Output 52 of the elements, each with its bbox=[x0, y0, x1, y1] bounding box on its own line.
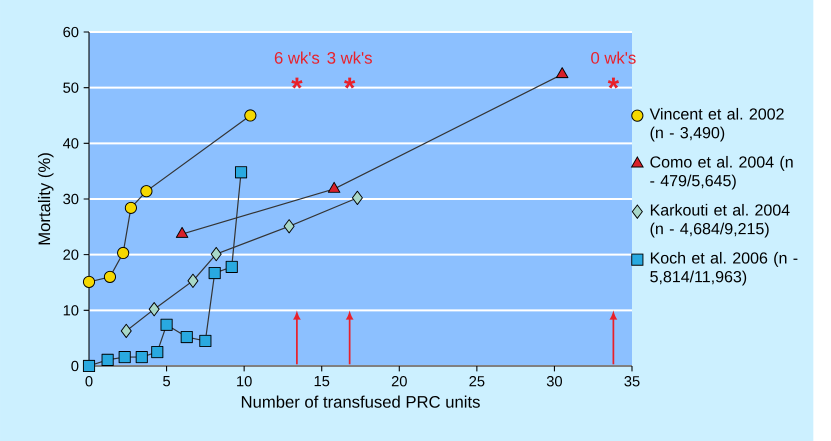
point bbox=[208, 266, 221, 280]
point bbox=[244, 109, 256, 122]
point bbox=[117, 246, 130, 260]
point bbox=[160, 318, 173, 331]
y-axis-title: Mortality (%) bbox=[38, 153, 54, 244]
point bbox=[148, 302, 160, 316]
point bbox=[284, 219, 295, 234]
y-tick-label: 50 bbox=[63, 82, 78, 93]
x-tick-label: 0 bbox=[85, 376, 92, 386]
point bbox=[151, 346, 164, 358]
x-tick-label: 5 bbox=[163, 376, 170, 386]
point bbox=[556, 67, 568, 78]
point bbox=[187, 274, 198, 288]
annotation: * bbox=[344, 78, 356, 88]
point bbox=[120, 324, 132, 338]
point bbox=[82, 276, 96, 288]
x-tick-label: 35 bbox=[624, 376, 640, 386]
y-tick-label: 20 bbox=[63, 249, 78, 260]
point bbox=[104, 270, 116, 283]
point bbox=[234, 166, 248, 178]
point bbox=[328, 182, 340, 193]
y-tick-label: 0 bbox=[71, 360, 78, 372]
point bbox=[102, 354, 114, 366]
ref-line-label: 0 wk's bbox=[591, 52, 636, 64]
point bbox=[124, 202, 137, 214]
point bbox=[226, 260, 238, 273]
x-tick-label: 20 bbox=[392, 376, 407, 386]
x-tick-label: 30 bbox=[546, 376, 562, 386]
x-tick-label: 10 bbox=[237, 376, 252, 386]
point bbox=[352, 190, 363, 206]
point bbox=[199, 334, 212, 348]
annotation: * bbox=[291, 78, 303, 88]
point bbox=[82, 360, 96, 372]
x-axis-title: Number of transfused PRC units bbox=[242, 396, 480, 408]
ref-line-label: 6 wk's bbox=[274, 52, 320, 64]
point bbox=[118, 351, 131, 364]
y-tick-label: 30 bbox=[63, 194, 78, 204]
ref-line-label: 3 wk's bbox=[327, 52, 372, 64]
point bbox=[140, 185, 152, 198]
point bbox=[210, 246, 222, 262]
x-tick-label: 25 bbox=[469, 376, 484, 386]
annotation: * bbox=[608, 78, 620, 88]
y-tick-label: 60 bbox=[63, 26, 78, 38]
y-tick-label: 40 bbox=[62, 138, 78, 149]
point bbox=[136, 351, 148, 364]
y-tick-label: 10 bbox=[64, 305, 78, 316]
legend-label: Karkouti et al. 2004 (n - 4,684/9,215) bbox=[650, 204, 790, 238]
legend-label: Como et al. 2004 (n - 479/5,645) bbox=[650, 156, 793, 190]
legend-label: Koch et al. 2006 (n - 5,814/11,963) bbox=[650, 252, 798, 286]
x-tick-label: 15 bbox=[314, 376, 330, 386]
point bbox=[180, 330, 193, 344]
legend-label: Vincent et al. 2002 (n - 3,490) bbox=[650, 108, 784, 142]
